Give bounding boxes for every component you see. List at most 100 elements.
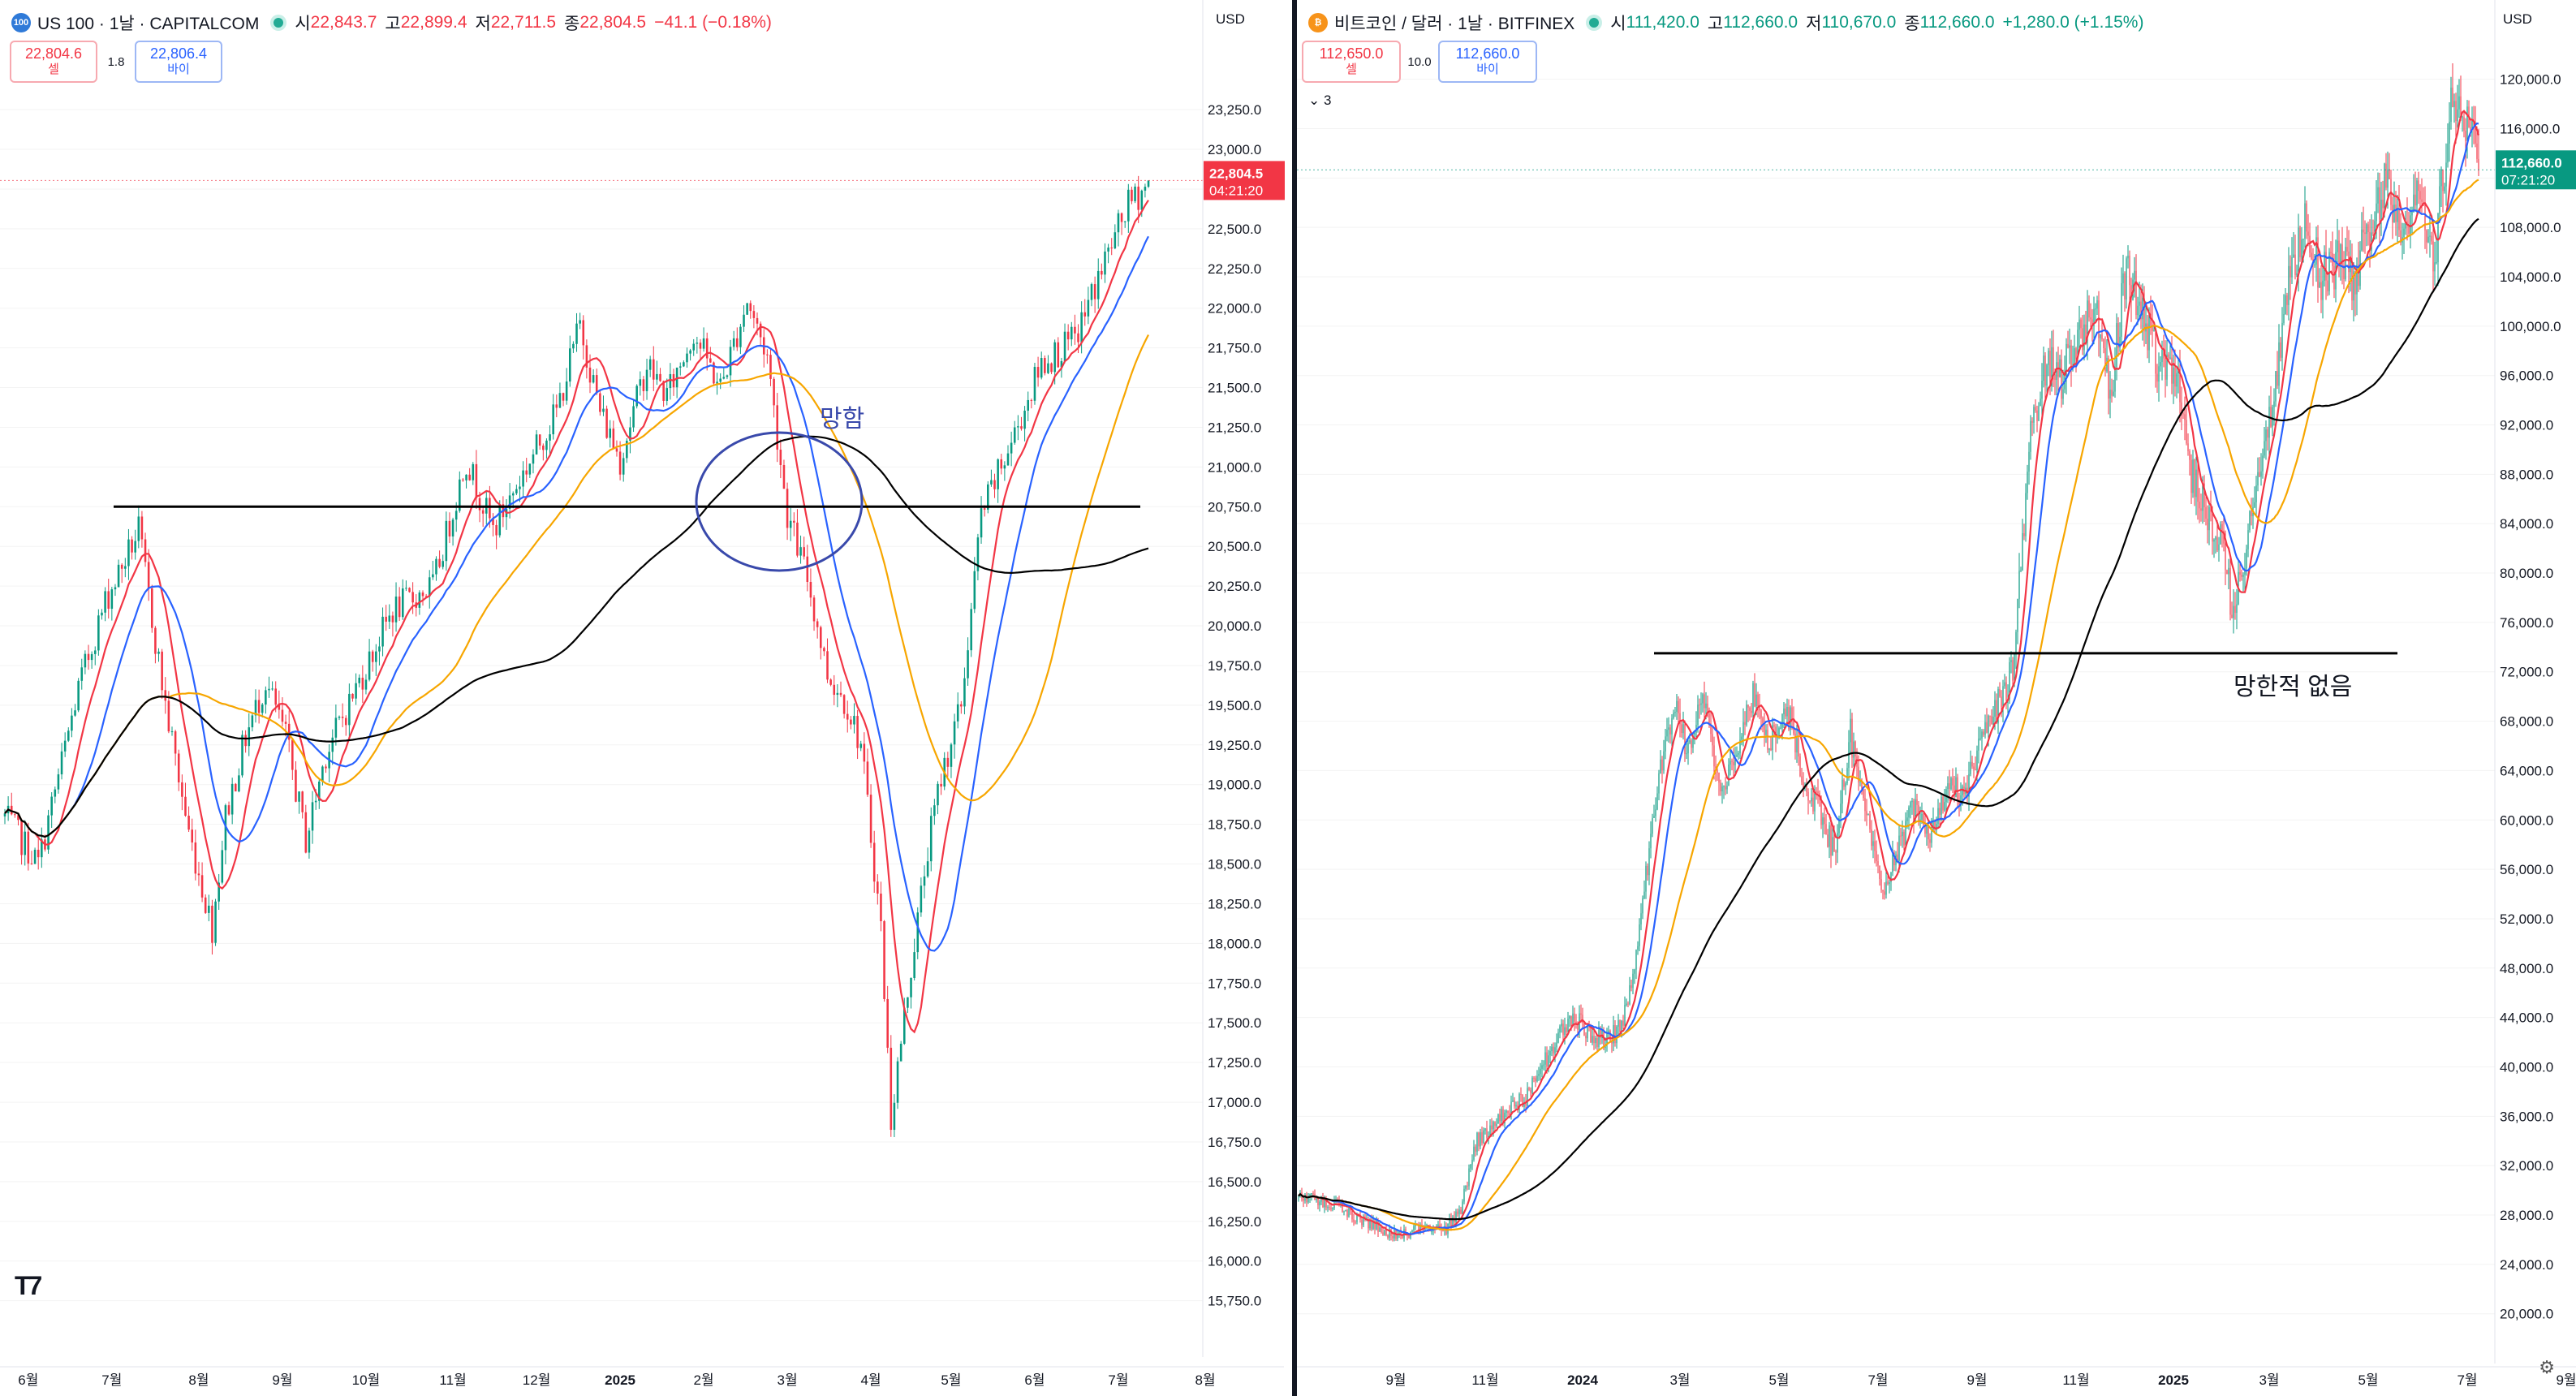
currency-selector[interactable]: USD [2503, 11, 2532, 27]
candle-body [1307, 1196, 1309, 1203]
nasdaq-chart-pane[interactable]: 23,250.023,000.022,750.022,500.022,250.0… [0, 0, 1292, 1396]
candle-body [1087, 299, 1090, 317]
candle-body [1944, 802, 1945, 811]
candle-body [1692, 735, 1694, 748]
candle-body [2220, 524, 2221, 545]
price-tick-label: 52,000.0 [2500, 911, 2553, 927]
candle-body [1134, 186, 1136, 201]
buy-button[interactable]: 112,660.0 바이 [1438, 41, 1537, 83]
candle-body [1562, 1023, 1564, 1036]
candle-body [1744, 722, 1746, 725]
candle-body [381, 616, 384, 647]
candle-body [826, 651, 829, 680]
candle-body [1348, 1208, 1350, 1217]
candle-body [1372, 1221, 1374, 1230]
bitcoin-chart-canvas[interactable]: 120,000.0116,000.0112,000.0108,000.0104,… [1297, 0, 2576, 1396]
candle-body [1458, 1209, 1460, 1214]
candle-body [1643, 891, 1645, 898]
candle-body [251, 715, 254, 728]
candle-body [2236, 604, 2238, 614]
price-tick-label: 64,000.0 [2500, 763, 2553, 778]
candle-body [2374, 221, 2376, 234]
candle-body [683, 362, 685, 367]
time-tick-label: 9월 [1385, 1372, 1406, 1388]
sell-button[interactable]: 22,804.6 셀 [10, 41, 97, 83]
indicator-legend-toggle[interactable]: ⌄ 3 [1308, 93, 1331, 109]
candle-body [1827, 834, 1829, 847]
sell-button[interactable]: 112,650.0 셀 [1302, 41, 1401, 83]
bitcoin-symbol-title[interactable]: 비트코인 / 달러 · 1날 · BITFINEX [1334, 15, 1575, 33]
bitcoin-chart-pane[interactable]: 120,000.0116,000.0112,000.0108,000.0104,… [1297, 0, 2576, 1396]
candle-body [1671, 717, 1673, 735]
candle-body [612, 428, 615, 449]
candle-body [1590, 1025, 1592, 1043]
candle-body [552, 404, 554, 435]
candle-body [776, 405, 778, 450]
candle-body [2458, 96, 2460, 110]
candle-body [642, 379, 645, 391]
candle-body [1723, 786, 1725, 787]
candle-body [2408, 225, 2410, 235]
candle-body [2046, 364, 2048, 386]
price-tick-label: 18,750.0 [1208, 817, 1261, 833]
candle-body [408, 588, 411, 592]
candle-body [2103, 338, 2104, 349]
candle-body [134, 541, 136, 553]
candle-body [2070, 345, 2072, 368]
pane-divider[interactable] [1292, 0, 1297, 1396]
price-tick-label: 16,750.0 [1208, 1135, 1261, 1150]
tradingview-logo[interactable]: T7 [15, 1271, 42, 1300]
candle-body [702, 338, 705, 349]
candle-body [2400, 230, 2402, 243]
candle-body [2351, 260, 2353, 301]
candle-body [629, 427, 631, 441]
candle-body [1682, 724, 1684, 734]
candle-body [1726, 786, 1728, 790]
candle-body [2463, 117, 2465, 131]
candle-body [2293, 254, 2294, 258]
nasdaq-chart-canvas[interactable]: 23,250.023,000.022,750.022,500.022,250.0… [0, 0, 1292, 1396]
candle-body [1066, 331, 1070, 340]
candle-body [1645, 865, 1647, 892]
candle-body [1887, 881, 1889, 884]
buy-button[interactable]: 22,806.4 바이 [135, 41, 222, 83]
settings-gear-icon[interactable]: ⚙ [2539, 1357, 2555, 1377]
candle-body [605, 408, 608, 438]
candle-body [1564, 1027, 1566, 1036]
candle-body [1736, 754, 1738, 757]
candle-body [997, 459, 999, 489]
candle-body [2121, 283, 2122, 337]
candle-body [2476, 143, 2478, 159]
price-tick-label: 19,750.0 [1208, 658, 1261, 674]
candle-body [1770, 748, 1772, 751]
candle-body [1147, 180, 1150, 187]
candle-body [435, 558, 437, 575]
candle-body [2299, 227, 2301, 257]
candle-body [1913, 800, 1915, 821]
candle-body [331, 737, 334, 752]
candle-body [1760, 710, 1762, 718]
candle-body [883, 920, 885, 999]
nasdaq-symbol-title[interactable]: US 100 · 1날 · CAPITALCOM [37, 15, 260, 33]
candle-body [1632, 973, 1634, 989]
candle-body [705, 338, 709, 359]
candle-body [1561, 1023, 1562, 1027]
candle-body [2465, 131, 2466, 141]
candle-body [1468, 1168, 1470, 1187]
candle-body [2445, 162, 2447, 187]
price-tick-label: 19,250.0 [1208, 738, 1261, 753]
candle-body [990, 480, 993, 485]
candle-body [147, 562, 150, 588]
candle-body [1120, 213, 1123, 222]
currency-selector[interactable]: USD [1216, 11, 1245, 27]
candle-body [398, 597, 401, 618]
candle-body [1897, 854, 1898, 861]
candle-body [131, 539, 133, 553]
candle-body [779, 450, 782, 465]
candle-body [57, 774, 60, 790]
candle-body [535, 434, 538, 455]
candle-body [1884, 891, 1885, 895]
candle-body [1515, 1105, 1517, 1107]
candle-body [1023, 410, 1026, 429]
candle-body [314, 800, 317, 803]
